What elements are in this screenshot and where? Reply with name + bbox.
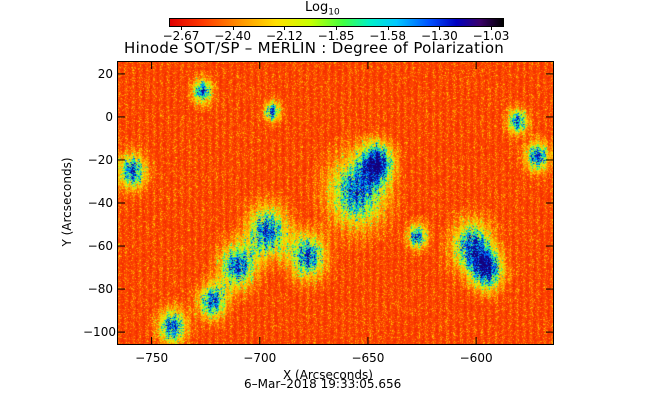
colorbar-tick-label: −2.67 (162, 29, 200, 43)
x-axis-label: X (Arcseconds) (283, 368, 373, 382)
y-tick-label: −60 (87, 239, 113, 254)
colorbar-tick-label: −2.12 (265, 29, 303, 43)
colorbar-tick (232, 26, 234, 30)
colorbar-tick-label: −1.03 (472, 29, 510, 43)
y-tick-label: 20 (97, 66, 113, 81)
plot-frame (117, 61, 554, 345)
colorbar-tick (491, 26, 492, 30)
colorbar-tick (439, 26, 441, 30)
x-tick-label: −600 (459, 351, 493, 365)
y-tick-label: −20 (87, 152, 113, 167)
x-tick-label: −650 (351, 351, 385, 365)
x-tick-label: −700 (243, 351, 277, 365)
colorbar-tick (336, 26, 337, 30)
colorbar-tick (284, 26, 286, 30)
y-tick-label: −80 (87, 282, 113, 297)
y-axis-label: Y (Arcseconds) (60, 157, 74, 247)
colorbar-title-sub: 10 (328, 7, 340, 18)
y-tick-label: −100 (83, 325, 116, 340)
polarization-map (117, 61, 554, 345)
plot-title: Hinode SOT/SP – MERLIN : Degree of Polar… (124, 39, 505, 57)
timestamp: 6–Mar–2018 19:33:05.656 (244, 377, 402, 391)
x-tick-label: −750 (135, 351, 169, 365)
y-tick-label: 0 (105, 109, 113, 124)
y-tick-label: −40 (87, 196, 113, 210)
colorbar-tick-label: −1.30 (420, 29, 458, 43)
colorbar-title-main: Log (305, 0, 329, 15)
colorbar-tick-label: −1.58 (369, 29, 407, 43)
colorbar-title: Log10 (305, 0, 340, 18)
colorbar-tick (387, 26, 389, 30)
colorbar-tick (181, 26, 182, 30)
colorbar-tick-label: −2.40 (214, 29, 252, 43)
colorbar-tick-label: −1.85 (317, 29, 355, 43)
